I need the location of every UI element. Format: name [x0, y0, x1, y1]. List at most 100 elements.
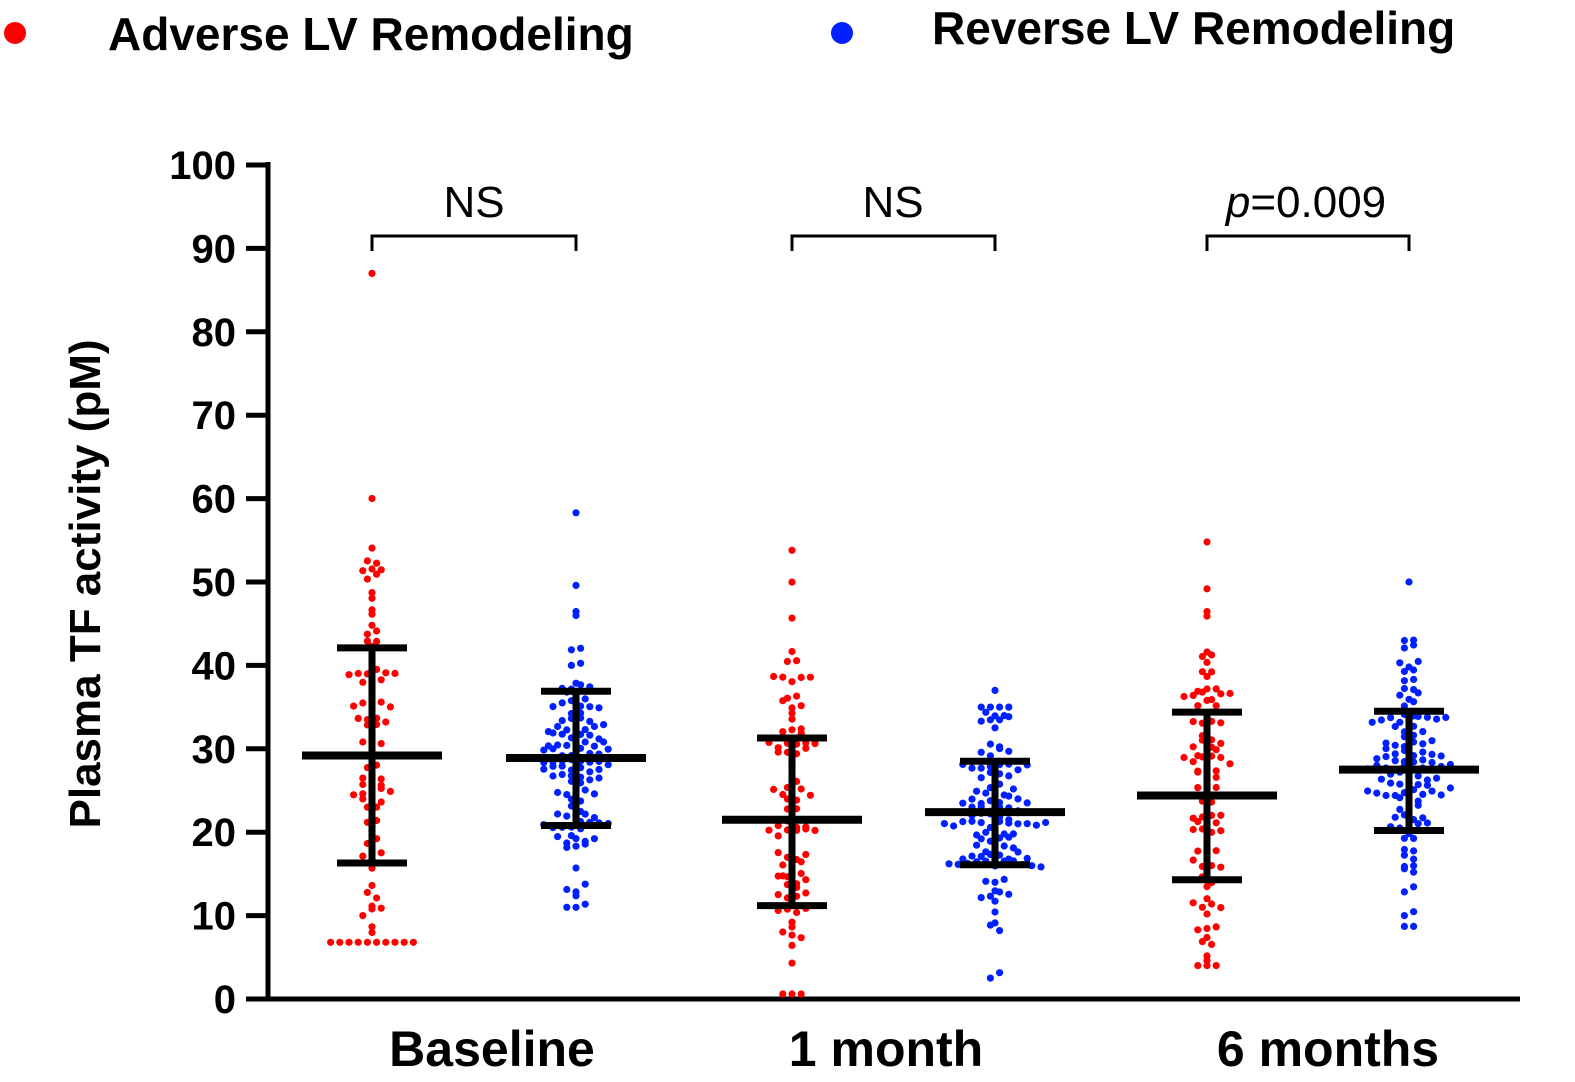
data-point — [604, 761, 612, 769]
data-point — [1203, 672, 1211, 681]
data-point — [1189, 718, 1197, 726]
data-point — [996, 927, 1004, 935]
data-point — [1382, 745, 1390, 753]
data-point — [377, 566, 385, 574]
data-point — [345, 671, 353, 679]
data-point — [345, 938, 353, 946]
data-point — [991, 686, 999, 695]
data-point — [959, 799, 967, 807]
data-point — [554, 788, 562, 797]
data-point — [586, 776, 594, 784]
data-point — [1189, 825, 1197, 834]
data-point — [1198, 938, 1206, 946]
data-point — [788, 931, 796, 939]
data-point — [1419, 814, 1427, 822]
data-point — [779, 861, 787, 869]
data-point — [1009, 844, 1018, 852]
data-point — [1014, 766, 1022, 774]
data-point — [563, 791, 571, 799]
data-point — [1203, 883, 1211, 891]
data-point — [1005, 833, 1013, 841]
data-point — [567, 661, 576, 670]
data-point — [581, 810, 589, 818]
data-point — [363, 637, 371, 645]
data-point — [1042, 818, 1050, 827]
data-point — [563, 903, 571, 911]
data-point — [354, 938, 362, 946]
data-point — [359, 774, 367, 782]
data-point — [1410, 698, 1418, 706]
data-point — [368, 881, 376, 890]
data-point — [604, 745, 612, 753]
data-point — [788, 941, 796, 950]
data-point — [793, 657, 801, 665]
data-point — [1414, 689, 1422, 697]
legend: Adverse LV Remodeling Reverse LV Remodel… — [4, 2, 1455, 60]
data-point — [797, 990, 805, 998]
data-point — [1203, 962, 1211, 970]
data-point — [802, 889, 810, 897]
data-point — [982, 789, 990, 797]
data-point — [996, 969, 1004, 977]
data-point — [586, 768, 594, 776]
data-point — [774, 748, 782, 756]
data-point — [386, 787, 394, 796]
data-point — [368, 269, 376, 277]
category-labels: Baseline 1 month 6 months — [389, 1021, 1439, 1077]
data-point — [386, 703, 394, 711]
data-point — [1189, 691, 1197, 700]
data-point — [1217, 811, 1225, 819]
data-point — [377, 676, 385, 684]
data-point — [1428, 758, 1436, 767]
data-point — [377, 904, 385, 912]
data-point — [797, 673, 805, 682]
data-point — [1203, 538, 1211, 546]
data-point — [586, 717, 594, 726]
data-point — [1198, 668, 1206, 676]
data-point — [774, 872, 782, 880]
data-point — [373, 570, 381, 578]
y-tick-label-100: 100 — [169, 144, 236, 188]
data-point — [1400, 912, 1408, 920]
data-point — [590, 814, 599, 822]
data-point — [1400, 834, 1408, 842]
data-point — [806, 791, 815, 799]
data-point — [354, 669, 362, 678]
data-point — [1217, 863, 1225, 871]
data-point — [590, 742, 599, 750]
data-point — [363, 888, 371, 897]
data-point — [797, 702, 805, 710]
data-point — [1391, 757, 1399, 765]
data-point — [1194, 962, 1202, 970]
data-point — [549, 762, 557, 770]
data-point — [1387, 714, 1395, 722]
data-point — [359, 780, 367, 789]
data-point — [1419, 740, 1427, 748]
data-point — [572, 581, 580, 590]
category-label-baseline: Baseline — [389, 1021, 595, 1077]
data-point — [1014, 795, 1022, 803]
data-point — [779, 673, 787, 681]
data-point — [774, 891, 782, 899]
y-tick-label-0: 0 — [214, 978, 236, 1022]
data-point — [600, 721, 608, 729]
data-point — [363, 938, 371, 946]
data-point — [765, 826, 773, 834]
data-point — [327, 938, 335, 946]
data-point — [409, 938, 417, 946]
data-point — [977, 819, 985, 827]
data-point — [806, 673, 815, 681]
data-point — [1446, 784, 1454, 792]
data-point — [779, 928, 787, 936]
data-point — [1212, 923, 1220, 931]
y-tick-label-80: 80 — [192, 311, 237, 355]
data-point — [558, 730, 566, 738]
data-point — [793, 908, 801, 917]
data-point — [1382, 753, 1390, 761]
data-point — [558, 717, 566, 725]
data-point — [373, 559, 381, 567]
data-point — [549, 729, 557, 737]
data-point — [590, 790, 599, 798]
data-point — [968, 817, 976, 825]
data-point — [540, 765, 548, 773]
